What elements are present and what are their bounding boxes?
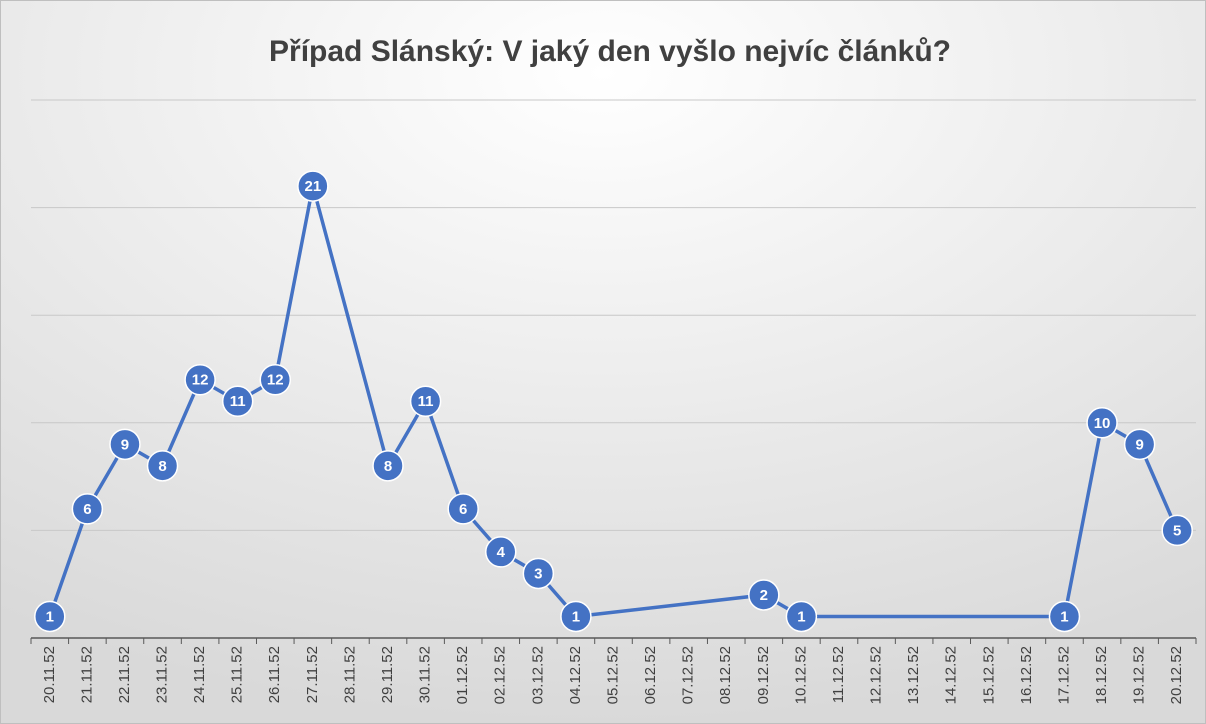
x-tick-label: 06.12.52 — [642, 646, 659, 704]
x-tick-label: 14.12.52 — [943, 646, 960, 704]
marker — [372, 450, 404, 482]
x-tick-label: 13.12.52 — [905, 646, 922, 704]
marker — [71, 493, 104, 525]
x-tick-label: 10.12.52 — [792, 646, 809, 704]
marker — [560, 600, 592, 633]
data-label: 6 — [83, 501, 91, 518]
x-tick-label: 28.11.52 — [341, 646, 358, 703]
data-label: 1 — [1060, 608, 1068, 625]
marker — [1161, 514, 1193, 547]
marker — [1123, 428, 1156, 461]
x-tick-label: 25.11.52 — [229, 646, 246, 703]
x-tick-label: 02.12.52 — [492, 646, 509, 704]
data-label: 4 — [497, 544, 506, 561]
x-tick-label: 12.12.52 — [868, 646, 885, 704]
x-tick-label: 24.11.52 — [191, 646, 208, 703]
x-tick-label: 01.12.52 — [454, 646, 471, 704]
marker — [409, 385, 442, 418]
x-tick-label: 11.12.52 — [830, 646, 847, 703]
marker — [748, 579, 780, 611]
data-label: 8 — [158, 458, 166, 475]
x-tick-label: 18.12.52 — [1093, 646, 1110, 704]
marker — [1048, 600, 1081, 633]
marker — [184, 364, 216, 396]
x-tick-label: 09.12.52 — [755, 646, 772, 704]
data-label: 12 — [267, 372, 284, 389]
x-tick-label: 30.11.52 — [417, 646, 434, 703]
x-tick-label: 20.12.52 — [1168, 646, 1185, 704]
marker — [447, 493, 479, 525]
data-label: 1 — [572, 608, 580, 625]
data-label: 1 — [46, 608, 54, 625]
x-tick-label: 17.12.52 — [1055, 646, 1072, 704]
marker — [1086, 407, 1118, 439]
data-label: 8 — [384, 458, 392, 475]
marker — [34, 600, 66, 633]
data-label: 3 — [534, 565, 542, 582]
x-tick-label: 19.12.52 — [1131, 646, 1148, 704]
x-tick-label: 21.11.52 — [78, 646, 95, 703]
data-label: 2 — [760, 587, 768, 604]
marker — [297, 170, 329, 202]
data-label: 21 — [305, 178, 322, 195]
marker — [109, 428, 141, 461]
data-label: 12 — [192, 372, 209, 389]
x-tick-label: 22.11.52 — [116, 646, 133, 703]
marker — [259, 364, 292, 396]
x-tick-label: 20.11.52 — [41, 646, 58, 703]
x-tick-label: 26.11.52 — [266, 646, 283, 703]
data-label: 11 — [418, 393, 434, 410]
marker — [485, 536, 517, 568]
data-label: 1 — [797, 608, 805, 625]
x-tick-label: 23.11.52 — [154, 646, 171, 703]
x-tick-label: 04.12.52 — [567, 646, 584, 704]
marker — [221, 385, 254, 418]
x-tick-label: 29.11.52 — [379, 646, 396, 703]
x-tick-label: 07.12.52 — [680, 646, 697, 704]
data-label: 11 — [230, 393, 246, 410]
x-tick-label: 27.11.52 — [304, 646, 321, 703]
x-tick-label: 16.12.52 — [1018, 646, 1035, 704]
data-label: 10 — [1094, 415, 1111, 432]
marker — [785, 600, 818, 633]
chart-title: Případ Slánský: V jaký den vyšlo nejvíc … — [269, 35, 951, 68]
marker — [146, 450, 179, 482]
x-tick-label: 03.12.52 — [529, 646, 546, 704]
x-tick-label: 08.12.52 — [717, 646, 734, 704]
data-label: 5 — [1173, 522, 1181, 539]
marker — [522, 557, 555, 590]
data-label: 9 — [121, 436, 129, 453]
x-tick-label: 05.12.52 — [604, 646, 621, 704]
x-tick-label: 15.12.52 — [980, 646, 997, 704]
data-label: 9 — [1135, 436, 1143, 453]
data-label: 6 — [459, 501, 467, 518]
